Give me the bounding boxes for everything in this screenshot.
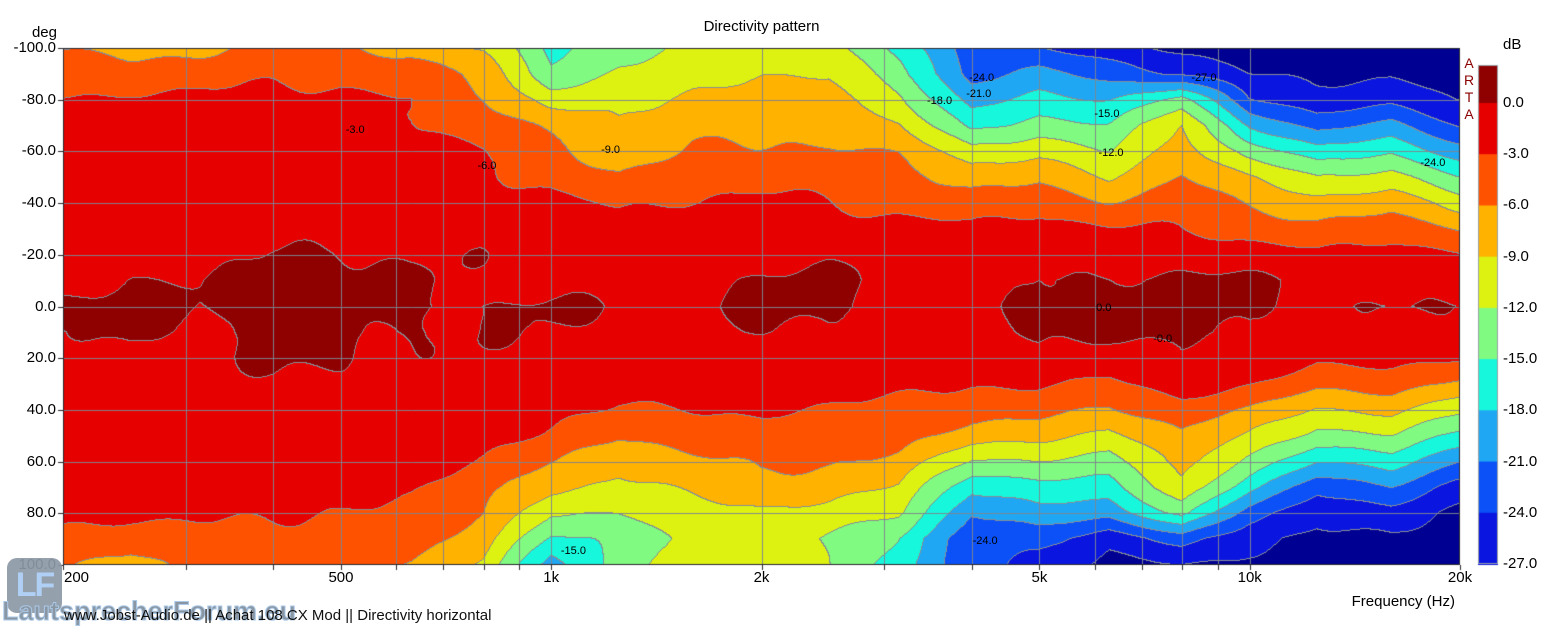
contour-label: -6.0 bbox=[477, 159, 497, 172]
forum-watermark-text: LautsprecherForum.eu bbox=[1, 596, 297, 627]
contour-label: -12.0 bbox=[1098, 146, 1124, 159]
contour-label: -0.0 bbox=[1153, 333, 1173, 346]
colorbar-level-label: -6.0 bbox=[1503, 196, 1529, 214]
y-tick-label: 20.0 bbox=[26, 349, 56, 367]
x-tick-label: 2k bbox=[753, 569, 770, 586]
x-tick-label: 1k bbox=[543, 569, 560, 586]
colorbar-level-label: -12.0 bbox=[1503, 298, 1538, 316]
contour-label: -18.0 bbox=[927, 95, 953, 108]
colorbar-level-label: -24.0 bbox=[1503, 503, 1538, 521]
arta-brand-letter: T bbox=[1464, 89, 1474, 105]
y-tick-label: -80.0 bbox=[21, 90, 56, 108]
colorbar-level-label: -9.0 bbox=[1503, 247, 1529, 265]
x-axis-label: Frequency (Hz) bbox=[1351, 593, 1455, 610]
forum-logo: LF bbox=[7, 558, 62, 613]
colorbar-unit-label: dB bbox=[1503, 36, 1522, 53]
y-tick-label: -20.0 bbox=[21, 245, 56, 263]
contour-label: -9.0 bbox=[601, 144, 621, 157]
y-tick-label: 0.0 bbox=[35, 297, 56, 315]
y-axis-unit-label: deg bbox=[31, 24, 57, 41]
contour-label: -21.0 bbox=[966, 87, 992, 100]
y-tick-label: -40.0 bbox=[21, 194, 56, 212]
contour-label: -3.0 bbox=[345, 123, 365, 136]
colorbar-level-label: -3.0 bbox=[1503, 145, 1529, 163]
colorbar-level-label: 0.0 bbox=[1503, 94, 1524, 111]
colorbar-level-label: -18.0 bbox=[1503, 401, 1538, 419]
x-tick-label: 5k bbox=[1031, 569, 1048, 586]
colorbar-level-label: -27.0 bbox=[1503, 555, 1538, 572]
arta-brand-letter: A bbox=[1464, 55, 1474, 71]
x-tick-label: 200 bbox=[64, 569, 90, 586]
contour-label: -24.0 bbox=[969, 72, 995, 85]
y-tick-label: -60.0 bbox=[21, 142, 56, 160]
arta-brand-letter: R bbox=[1463, 72, 1475, 88]
contour-label: -27.0 bbox=[1191, 72, 1217, 85]
chart-title: Directivity pattern bbox=[703, 18, 820, 35]
contour-label: 0.0 bbox=[1096, 302, 1112, 315]
arta-brand-letter: A bbox=[1464, 106, 1474, 122]
contour-label: -15.0 bbox=[560, 545, 586, 558]
colorbar-level-label: -21.0 bbox=[1503, 452, 1538, 470]
footer-note: www.Jobst-Audio.de || Achat 108 CX Mod |… bbox=[64, 607, 492, 624]
x-tick-label: 20k bbox=[1447, 569, 1473, 586]
contour-label: -24.0 bbox=[972, 534, 998, 547]
y-tick-label: 60.0 bbox=[26, 452, 56, 470]
contour-label: -15.0 bbox=[1094, 108, 1120, 121]
y-tick-label: -100.0 bbox=[13, 39, 56, 56]
contour-label: -24.0 bbox=[1420, 157, 1446, 170]
x-tick-label: 500 bbox=[328, 569, 354, 586]
x-tick-label: 10k bbox=[1237, 569, 1262, 586]
y-tick-label: 80.0 bbox=[26, 504, 56, 522]
y-tick-label: 40.0 bbox=[26, 400, 56, 418]
colorbar-level-label: -15.0 bbox=[1503, 350, 1538, 368]
